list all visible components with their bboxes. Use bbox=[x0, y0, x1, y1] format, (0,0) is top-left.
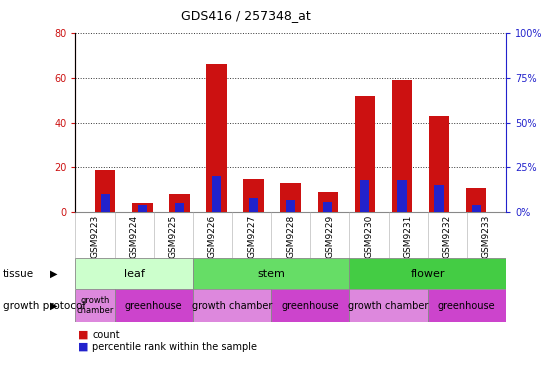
Text: percentile rank within the sample: percentile rank within the sample bbox=[92, 342, 257, 352]
Bar bbox=[75, 289, 115, 322]
Bar bbox=[212, 176, 221, 212]
Text: GSM9233: GSM9233 bbox=[482, 214, 491, 258]
Bar bbox=[397, 180, 406, 212]
Text: growth chamber: growth chamber bbox=[192, 300, 272, 311]
Bar bbox=[138, 205, 147, 212]
Bar bbox=[193, 289, 271, 322]
Text: ▶: ▶ bbox=[50, 269, 58, 279]
Text: GSM9223: GSM9223 bbox=[91, 214, 100, 258]
Bar bbox=[169, 194, 190, 212]
Bar bbox=[101, 194, 110, 212]
Text: growth protocol: growth protocol bbox=[3, 300, 85, 311]
Bar bbox=[349, 258, 506, 289]
Bar bbox=[175, 203, 184, 212]
Bar bbox=[281, 183, 301, 212]
Text: growth chamber: growth chamber bbox=[348, 300, 429, 311]
Bar bbox=[271, 289, 349, 322]
Text: growth
chamber: growth chamber bbox=[77, 296, 113, 315]
Text: GSM9226: GSM9226 bbox=[208, 214, 217, 258]
Bar bbox=[318, 192, 338, 212]
Text: greenhouse: greenhouse bbox=[125, 300, 183, 311]
Text: ■: ■ bbox=[78, 330, 89, 340]
Text: flower: flower bbox=[410, 269, 445, 279]
Text: GSM9224: GSM9224 bbox=[130, 214, 139, 258]
Bar bbox=[115, 289, 193, 322]
Text: greenhouse: greenhouse bbox=[438, 300, 496, 311]
Bar bbox=[286, 200, 295, 212]
Bar bbox=[472, 205, 481, 212]
Text: GSM9231: GSM9231 bbox=[404, 214, 413, 258]
Bar bbox=[429, 116, 449, 212]
Bar bbox=[360, 180, 369, 212]
Bar bbox=[434, 186, 444, 212]
Text: stem: stem bbox=[257, 269, 285, 279]
Text: GSM9232: GSM9232 bbox=[443, 214, 452, 258]
Text: GSM9225: GSM9225 bbox=[169, 214, 178, 258]
Bar bbox=[132, 203, 153, 212]
Bar bbox=[349, 289, 428, 322]
Text: leaf: leaf bbox=[124, 269, 145, 279]
Text: GDS416 / 257348_at: GDS416 / 257348_at bbox=[181, 9, 311, 22]
Text: GSM9229: GSM9229 bbox=[325, 214, 334, 258]
Text: greenhouse: greenhouse bbox=[281, 300, 339, 311]
Bar bbox=[323, 202, 333, 212]
Bar bbox=[249, 198, 258, 212]
Bar bbox=[466, 188, 486, 212]
Text: ■: ■ bbox=[78, 342, 89, 352]
Bar bbox=[243, 179, 264, 212]
Bar bbox=[354, 96, 375, 212]
Text: GSM9227: GSM9227 bbox=[247, 214, 256, 258]
Bar bbox=[428, 289, 506, 322]
Bar bbox=[206, 64, 227, 212]
Bar bbox=[95, 170, 115, 212]
Bar bbox=[75, 258, 193, 289]
Text: GSM9230: GSM9230 bbox=[364, 214, 373, 258]
Text: tissue: tissue bbox=[3, 269, 34, 279]
Text: ▶: ▶ bbox=[50, 300, 58, 311]
Bar bbox=[392, 80, 412, 212]
Text: count: count bbox=[92, 330, 120, 340]
Text: GSM9228: GSM9228 bbox=[286, 214, 295, 258]
Bar bbox=[193, 258, 349, 289]
